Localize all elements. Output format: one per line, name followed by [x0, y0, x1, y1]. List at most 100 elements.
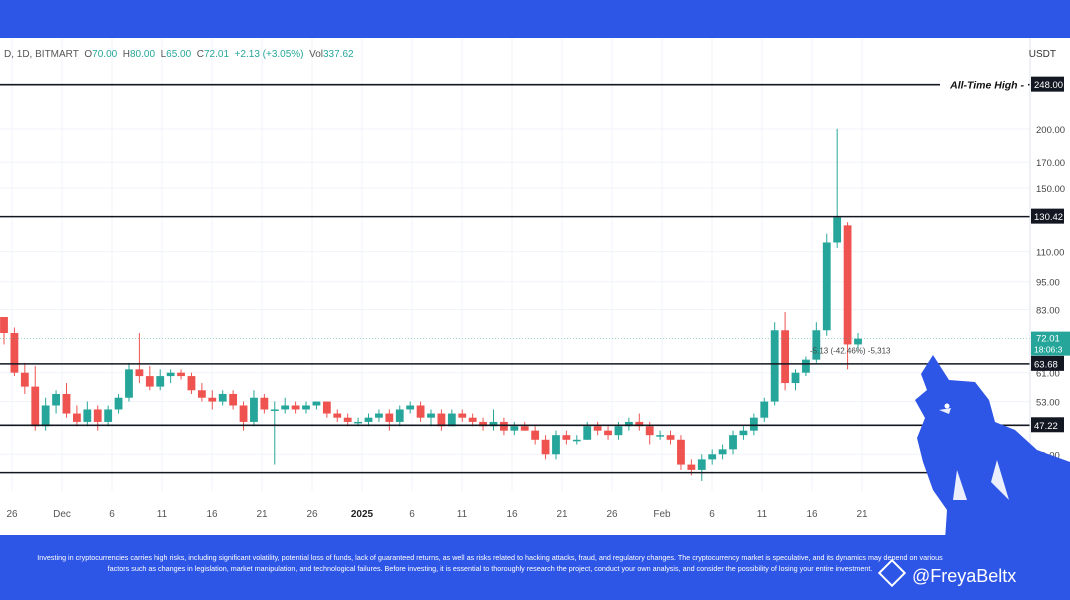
candle-body: [343, 417, 352, 422]
candle-body: [406, 405, 415, 410]
handle-text: @FreyaBeltx: [912, 566, 1017, 586]
candle-body: [666, 435, 675, 440]
symbol-info: D, 1D, BITMART: [4, 49, 79, 60]
candle-body: [239, 405, 248, 422]
candle-body: [552, 435, 560, 455]
candle-body: [854, 338, 862, 345]
candle-body: [312, 401, 321, 406]
candle-body: [614, 426, 623, 436]
x-tick-label: 21: [556, 509, 568, 520]
x-tick-label: 11: [157, 509, 168, 520]
candle-body: [656, 435, 665, 437]
current-price-tag: [1031, 331, 1070, 356]
candle-body: [510, 426, 519, 431]
candle-body: [385, 413, 394, 422]
y-tick-label: 53.00: [1036, 398, 1060, 409]
candle-body: [520, 426, 529, 431]
candle-body: [541, 439, 550, 455]
candle-body: [229, 393, 238, 406]
x-tick-label: 16: [206, 509, 218, 520]
candle-body: [62, 393, 71, 414]
candle-body: [270, 409, 279, 411]
candle-body: [208, 397, 217, 402]
x-tick-label: 21: [856, 509, 868, 520]
y-tick-label: 95.00: [1036, 278, 1060, 289]
candle-body: [562, 435, 571, 440]
candle-body: [250, 397, 258, 422]
x-tick-label: 21: [256, 509, 268, 520]
candle-body: [416, 405, 425, 418]
disclaimer-footer: Investing in cryptocurrencies carries hi…: [0, 535, 1070, 600]
candle-body: [41, 405, 50, 427]
candle-body: [302, 405, 310, 410]
level-label: 63.68: [1034, 359, 1058, 370]
candle-body: [218, 393, 227, 402]
y-tick-label: 170.00: [1036, 158, 1065, 169]
measure-annotation: -5.13 (-42.46%) -5,313: [810, 346, 891, 355]
x-tick-label: 26: [6, 509, 18, 520]
candle-body: [0, 317, 8, 334]
candle-body: [364, 417, 373, 422]
candle-body: [177, 372, 185, 377]
candle-body: [645, 426, 654, 436]
candle-body: [83, 409, 92, 422]
x-tick-label: 11: [757, 509, 768, 520]
candle-body: [781, 330, 790, 384]
candle-body: [333, 413, 342, 418]
candle-body: [749, 417, 758, 431]
candle-body: [427, 413, 435, 418]
candle-body: [802, 359, 810, 373]
candle-body: [531, 430, 540, 440]
x-tick-label: 16: [506, 509, 518, 520]
candle-body: [458, 413, 467, 418]
candle-body: [322, 401, 331, 414]
candle-body: [739, 430, 748, 436]
candle-body: [833, 217, 842, 243]
candle-body: [20, 372, 29, 387]
candle-body: [145, 376, 154, 387]
candle-body: [708, 454, 717, 460]
candle-body: [572, 439, 581, 442]
candle-body: [583, 426, 592, 440]
x-tick-label: 6: [709, 509, 715, 520]
candle-body: [843, 225, 852, 345]
volume-value: 337.62: [322, 49, 354, 60]
level-label: 130.42: [1034, 212, 1063, 223]
candle-body: [812, 330, 821, 360]
countdown-label: 18:06:3: [1034, 345, 1063, 355]
annotation-bg: [940, 75, 1028, 92]
candle-body: [593, 426, 602, 431]
close-value: 72.01: [203, 49, 230, 60]
x-tick-label: 11: [457, 509, 468, 520]
candle-body: [10, 333, 19, 373]
candle-body: [197, 390, 206, 398]
candle-body: [260, 397, 269, 410]
y-tick-label: 83.00: [1036, 305, 1060, 316]
candle-body: [52, 393, 60, 406]
x-tick-label: 6: [109, 509, 115, 520]
candle-body: [437, 413, 446, 427]
y-tick-label: 110.00: [1036, 248, 1064, 259]
candle-body: [718, 449, 727, 455]
bitget-logo-icon: [877, 558, 907, 588]
candle-body: [499, 421, 508, 431]
candle-body: [281, 405, 290, 410]
candle-body: [822, 242, 831, 331]
candle-body: [187, 376, 196, 391]
candle-body: [729, 435, 737, 450]
candle-body: [166, 372, 175, 377]
candle-body: [791, 372, 800, 384]
candle-body: [447, 413, 456, 427]
ath-annotation: All-Time High -: [949, 80, 1024, 92]
candle-body: [114, 397, 123, 410]
price-chart[interactable]: 26 Dec 6 11 16 21 26 2025 6 11 16 21 26 Feb 6 11 16 21 200…: [0, 38, 1070, 535]
x-tick-label: 6: [409, 509, 415, 520]
y-tick-label: 200.00: [1036, 125, 1065, 136]
candle-body: [468, 417, 477, 422]
candle-body: [31, 386, 40, 427]
x-tick-label: Feb: [653, 509, 671, 520]
x-tick-label: 16: [806, 509, 818, 520]
x-tick-label: 2025: [351, 509, 374, 520]
current-price-label: 72.01: [1036, 334, 1060, 345]
low-value: 65.00: [166, 49, 192, 60]
